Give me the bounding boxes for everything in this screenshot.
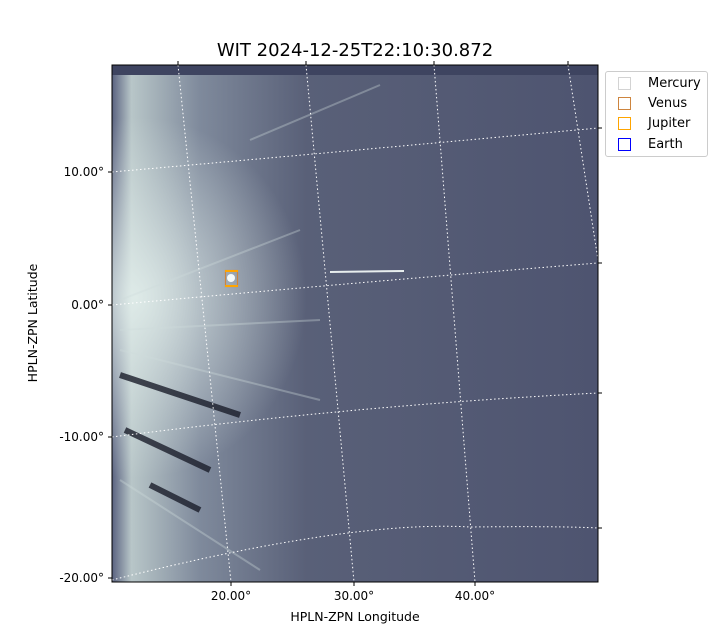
legend-label: Jupiter [648,115,691,131]
y-tick-label: 0.00° [71,298,104,312]
y-tick-label: -20.00° [59,571,104,585]
legend-swatch [618,96,631,110]
legend-item-mercury: Mercury [618,73,701,93]
tick-marks [108,61,602,586]
legend-label: Venus [648,95,688,111]
venus-marker [224,269,239,288]
grid [111,64,599,583]
y-tick-label: 10.00° [64,165,104,179]
legend-label: Earth [648,136,683,152]
y-tick-label: -10.00° [59,430,104,444]
x-axis-label: HPLN-ZPN Longitude [290,609,420,624]
streak [329,270,405,273]
legend-label: Mercury [648,75,701,91]
legend-item-earth: Earth [618,134,683,154]
image-area [112,65,598,582]
legend: Mercury Venus Jupiter Earth [605,71,708,157]
legend-swatch [618,116,631,130]
axes-frame [111,64,599,583]
legend-swatch [618,137,631,151]
legend-swatch [618,76,631,90]
x-tick-label: 30.00° [334,589,374,603]
chart-title: WIT 2024-12-25T22:10:30.872 [216,40,494,61]
legend-item-venus: Venus [618,93,687,113]
legend-item-jupiter: Jupiter [618,113,690,133]
x-tick-label: 40.00° [455,589,495,603]
y-axis-label: HPLN-ZPN Latitude [25,263,40,382]
x-tick-label: 20.00° [211,589,251,603]
